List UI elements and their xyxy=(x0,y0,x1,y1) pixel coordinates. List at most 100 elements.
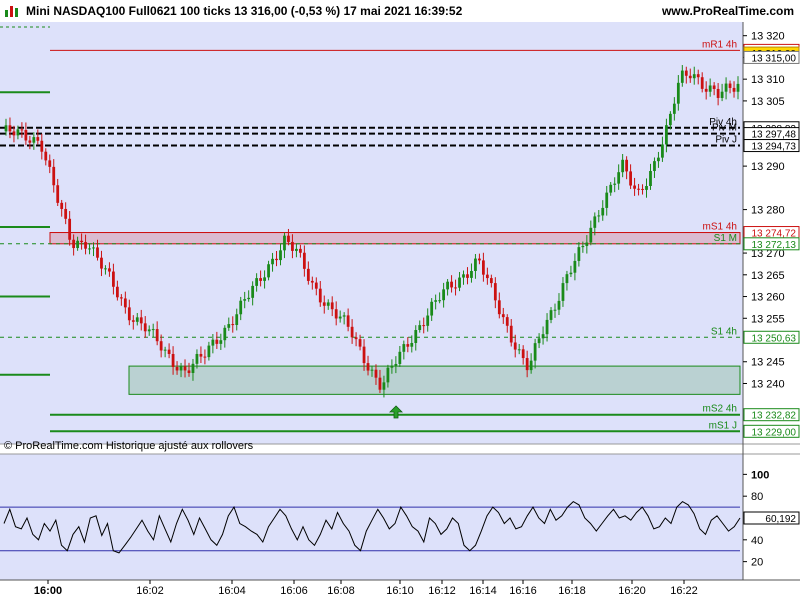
level-badge-text: 13 274,72 xyxy=(752,229,797,240)
candle-body xyxy=(450,281,453,288)
candle-body xyxy=(231,324,235,326)
level-badge-text: 13 229,00 xyxy=(752,427,797,438)
candle-body xyxy=(565,274,569,284)
y-tick-label: 13 255 xyxy=(751,313,785,325)
y-tick-label: 13 320 xyxy=(751,31,785,43)
candle-body xyxy=(728,83,732,88)
candle-body xyxy=(310,280,314,283)
y-tick-label: 13 270 xyxy=(751,248,785,260)
candle-body xyxy=(430,301,434,316)
level-badge xyxy=(743,330,800,344)
candle-body xyxy=(406,344,410,347)
candle-body xyxy=(489,278,493,284)
candle-body xyxy=(92,247,95,249)
candle-body xyxy=(267,264,270,278)
candle-body xyxy=(147,329,151,332)
candle-body xyxy=(88,248,91,250)
candle-body xyxy=(581,245,585,248)
level-label: mS1 J xyxy=(709,420,737,431)
level-badge-text: 13 272,13 xyxy=(752,240,797,251)
candle-body xyxy=(621,159,625,173)
candle-body xyxy=(736,83,740,92)
candle-body xyxy=(263,277,266,281)
candle-body xyxy=(279,250,282,261)
time-tick-label: 16:02 xyxy=(136,585,164,597)
candle-body xyxy=(438,300,442,302)
oscillator-line xyxy=(3,500,741,554)
level-badge-text: 13 297,48 xyxy=(752,130,797,141)
candle-body xyxy=(398,351,402,364)
candle-body xyxy=(545,319,549,335)
candle-body xyxy=(314,282,318,289)
candle-body xyxy=(454,287,457,289)
candle-body xyxy=(334,309,338,319)
candle-body xyxy=(577,247,581,261)
candle-body xyxy=(426,315,430,326)
candle-body xyxy=(629,171,632,186)
level-label: mS2 4h xyxy=(703,404,737,415)
candle-body xyxy=(474,258,477,271)
level-badge xyxy=(743,237,800,251)
candle-body xyxy=(227,324,231,328)
candle-body xyxy=(521,349,525,359)
candle-body xyxy=(605,192,609,208)
candle-body xyxy=(187,370,191,373)
candle-body xyxy=(219,340,223,344)
y-tick-label: 13 260 xyxy=(751,292,785,304)
y-tick-label: 13 290 xyxy=(751,161,785,173)
time-tick-label: 16:14 xyxy=(469,585,497,597)
candle-body xyxy=(557,300,561,310)
candle-body xyxy=(322,302,326,306)
candle-body xyxy=(84,242,87,249)
candle-body xyxy=(458,277,461,288)
candle-body xyxy=(112,271,115,287)
candle-body xyxy=(80,240,83,243)
candle-body xyxy=(637,188,640,190)
level-label: mR1 4h xyxy=(702,39,737,50)
level-label: Piv J xyxy=(715,135,737,146)
candle-body xyxy=(302,252,306,269)
candle-body xyxy=(72,239,76,249)
candle-body xyxy=(143,323,147,332)
candle-body xyxy=(362,346,366,364)
candle-body xyxy=(326,302,330,306)
candle-body xyxy=(712,85,716,89)
level-badge-text: 13 294,73 xyxy=(752,142,797,153)
candle-body xyxy=(597,215,601,217)
level-badge xyxy=(743,424,800,438)
candle-body xyxy=(684,70,688,76)
candle-body xyxy=(64,208,68,219)
footer-note-group: © ProRealTime.com Historique ajusté aux … xyxy=(4,440,254,452)
candle-body xyxy=(609,184,613,193)
time-tick-label: 16:22 xyxy=(670,585,698,597)
candle-body xyxy=(275,258,278,261)
candle-body xyxy=(561,283,565,301)
time-tick-label: 16:16 xyxy=(509,585,537,597)
candle-body xyxy=(24,129,28,141)
support-zone xyxy=(128,365,741,395)
osc-value-text: 60,192 xyxy=(765,514,796,525)
y-tick-label: 13 310 xyxy=(751,74,785,86)
candle-body xyxy=(569,272,573,275)
time-tick-label: 16:20 xyxy=(618,585,646,597)
time-tick-label: 16:08 xyxy=(327,585,355,597)
candle-body xyxy=(708,85,712,92)
time-axis[interactable]: 16:00 16:02 16:04 16:06 16:08 16:10 16:12 16:14… xyxy=(34,580,698,597)
level-badge xyxy=(743,408,800,422)
candle-body xyxy=(207,345,211,358)
candle-body xyxy=(585,242,589,246)
candle-body xyxy=(115,286,119,298)
candle-body xyxy=(40,140,44,152)
time-tick-label: 16:00 xyxy=(34,585,62,597)
candle-body xyxy=(179,366,183,371)
oscillator-layer xyxy=(0,500,741,554)
candle-body xyxy=(613,183,617,185)
candle-body xyxy=(601,207,605,216)
oscillator-axis[interactable]: 100 80 40 20 60,192 xyxy=(743,469,800,569)
osc-panel-bg xyxy=(0,454,743,580)
candle-body xyxy=(44,151,48,161)
